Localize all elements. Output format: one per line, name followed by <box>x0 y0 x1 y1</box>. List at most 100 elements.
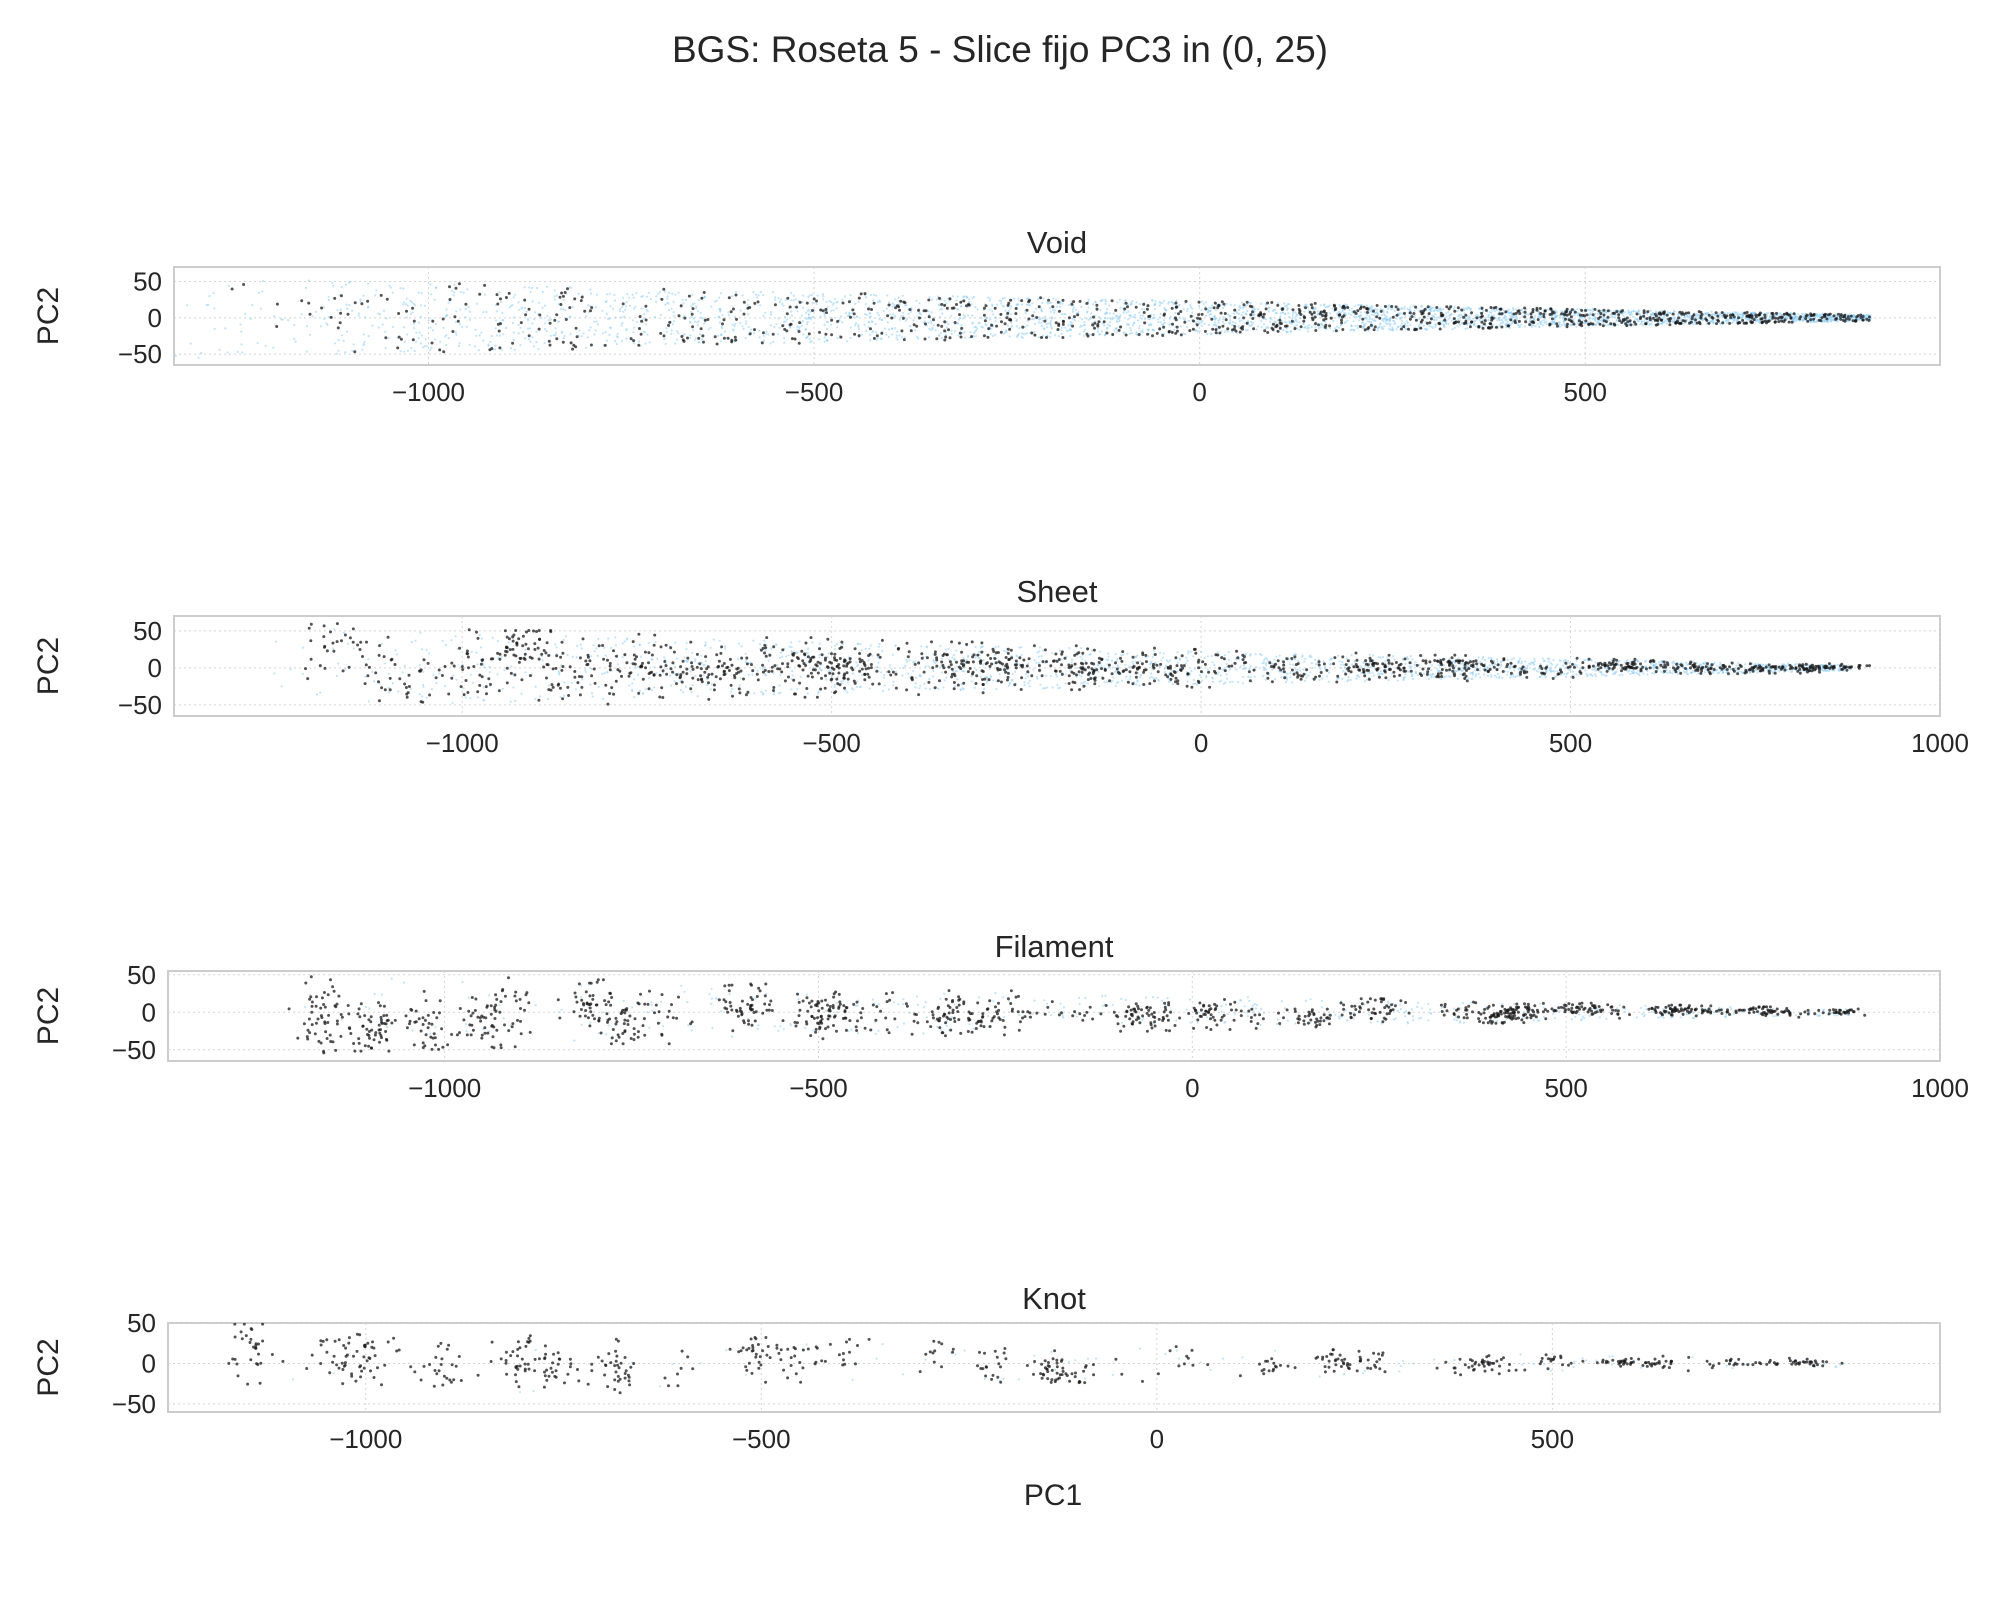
background-point <box>1655 311 1658 314</box>
background-point <box>1382 310 1385 313</box>
highlight-point <box>336 326 340 330</box>
background-point <box>764 332 767 335</box>
background-point <box>1540 674 1544 677</box>
highlight-point <box>1324 311 1328 315</box>
background-point <box>596 654 599 657</box>
background-point <box>1432 315 1436 318</box>
background-point <box>545 285 549 288</box>
background-point <box>1360 666 1363 670</box>
highlight-point <box>1057 324 1061 327</box>
background-point <box>1038 646 1041 649</box>
highlight-point <box>1752 318 1756 322</box>
background-point <box>689 336 692 339</box>
background-point <box>1232 320 1235 324</box>
background-point <box>875 338 878 341</box>
background-point <box>1344 303 1347 306</box>
highlight-point <box>1513 321 1517 325</box>
highlight-point <box>1470 320 1474 324</box>
background-point <box>806 320 809 324</box>
background-point <box>468 310 471 313</box>
background-point <box>1477 673 1480 676</box>
background-point <box>1596 312 1599 315</box>
background-point <box>200 352 203 355</box>
background-point <box>825 300 828 303</box>
background-point <box>1141 308 1144 311</box>
background-point <box>1506 320 1509 323</box>
highlight-point <box>1216 306 1220 310</box>
highlight-point <box>872 301 876 305</box>
background-point <box>1613 310 1616 313</box>
background-point <box>1392 655 1395 658</box>
highlight-point <box>1061 322 1065 326</box>
background-point <box>1432 310 1436 313</box>
background-point <box>547 319 551 322</box>
background-point <box>1156 318 1159 321</box>
background-point <box>512 316 516 319</box>
background-point <box>444 335 447 338</box>
background-point <box>510 347 513 350</box>
background-point <box>1026 324 1029 327</box>
background-point <box>1381 673 1384 676</box>
background-point <box>1578 316 1582 319</box>
highlight-point <box>1231 328 1234 332</box>
background-point <box>1686 318 1689 321</box>
background-point <box>796 310 799 313</box>
background-point <box>1386 318 1389 321</box>
x-tick-label: 0 <box>1192 377 1206 407</box>
background-point <box>578 329 581 332</box>
background-point <box>811 301 814 304</box>
background-point <box>1375 311 1378 314</box>
background-point <box>1049 310 1052 313</box>
background-point <box>308 333 312 336</box>
background-point <box>773 325 776 328</box>
highlight-point <box>1174 305 1178 309</box>
highlight-point <box>1601 324 1605 328</box>
background-point <box>988 667 992 670</box>
background-point <box>1591 674 1594 677</box>
highlight-point <box>1657 316 1661 320</box>
background-point <box>1125 675 1128 679</box>
background-point <box>750 328 753 331</box>
background-point <box>976 308 979 311</box>
highlight-point <box>742 312 746 316</box>
background-point <box>1171 682 1174 686</box>
background-point <box>851 672 855 675</box>
background-point <box>746 304 749 307</box>
background-point <box>495 319 498 322</box>
background-point <box>520 692 523 695</box>
background-point <box>1624 311 1627 314</box>
points-layer <box>273 622 1871 706</box>
background-point <box>1301 654 1304 657</box>
background-point <box>735 290 738 294</box>
background-point <box>1492 324 1495 327</box>
background-point <box>1183 318 1186 321</box>
background-point <box>1221 318 1225 321</box>
highlight-point <box>783 327 787 331</box>
background-point <box>1677 314 1680 317</box>
background-point <box>1041 319 1044 322</box>
background-point <box>450 639 453 642</box>
background-point <box>1538 675 1541 679</box>
background-point <box>1388 304 1391 307</box>
background-point <box>1710 310 1713 313</box>
background-point <box>1319 304 1322 307</box>
background-point <box>1413 314 1416 317</box>
background-point <box>929 329 932 332</box>
background-point <box>1306 327 1309 330</box>
highlight-point <box>867 307 870 311</box>
background-point <box>480 637 483 640</box>
background-point <box>1514 675 1517 679</box>
background-point <box>1703 671 1706 674</box>
background-point <box>1003 649 1006 653</box>
background-point <box>683 314 686 317</box>
highlight-point <box>1174 316 1177 320</box>
background-point <box>411 311 414 314</box>
background-point <box>1138 311 1141 314</box>
highlight-point <box>1549 307 1553 311</box>
background-point <box>859 643 862 646</box>
background-point <box>1152 677 1155 680</box>
highlight-point <box>805 301 809 305</box>
background-point <box>1384 660 1387 663</box>
background-point <box>1498 675 1501 678</box>
highlight-point <box>1531 310 1535 314</box>
